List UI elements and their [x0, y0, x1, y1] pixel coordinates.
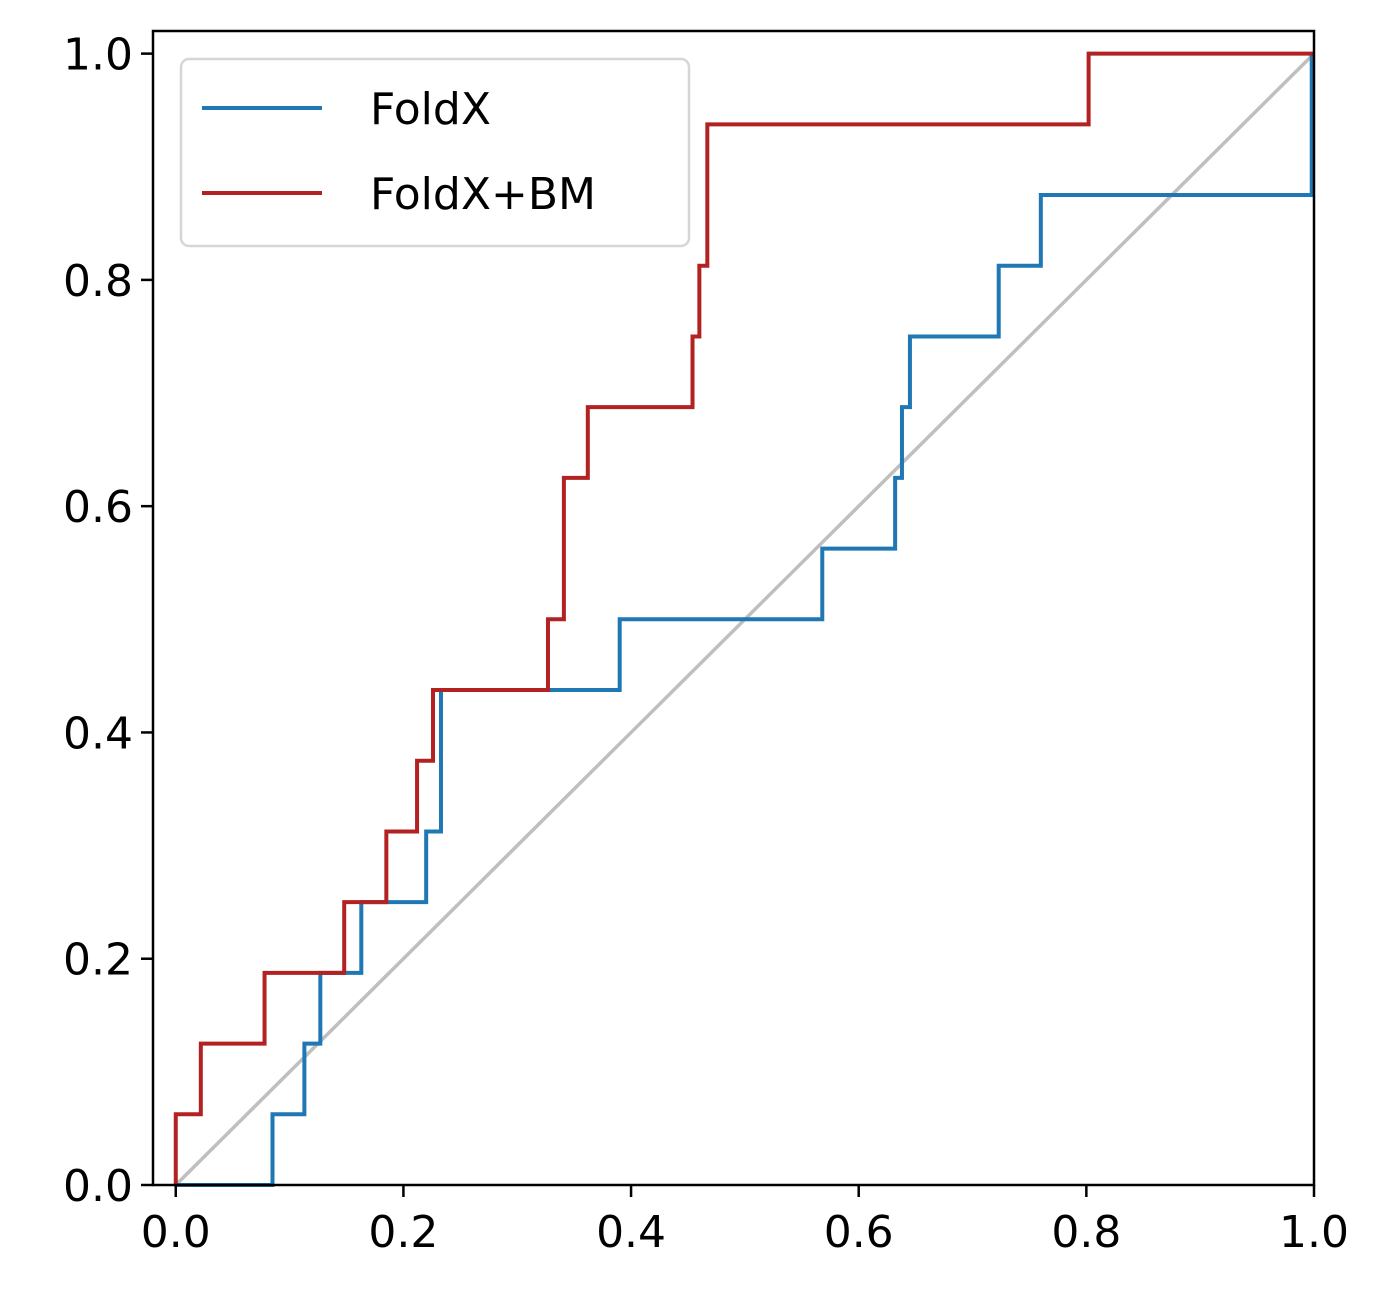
x-tick-label: 0.8 — [1051, 1207, 1121, 1258]
y-tick-label: 0.4 — [63, 708, 133, 759]
y-tick-label: 0.6 — [63, 482, 133, 533]
series-line-foldx-bm — [173, 51, 1314, 1185]
y-tick-label: 0.8 — [63, 256, 133, 307]
x-tick-label: 0.4 — [596, 1207, 666, 1258]
x-tick-label: 0.6 — [824, 1207, 894, 1258]
plot-area — [173, 51, 1316, 1187]
legend-label: FoldX — [370, 84, 491, 135]
series-line-foldx — [175, 53, 1314, 1187]
x-tick-label: 1.0 — [1279, 1207, 1349, 1258]
x-tick-label: 0.0 — [141, 1207, 211, 1258]
axes-frame — [151, 29, 1316, 1187]
axes: 0.0 0.2 0.4 0.6 0.8 1.0 0.0 0.2 0.4 0.6 0.8 1.0 — [63, 30, 1349, 1258]
y-tick-label: 0.2 — [63, 935, 133, 986]
legend-label: FoldX+BM — [370, 169, 596, 220]
legend: FoldX FoldX+BM — [179, 57, 691, 248]
legend-box — [179, 57, 691, 248]
y-tick-label: 1.0 — [63, 30, 133, 81]
x-tick-label: 0.2 — [368, 1207, 438, 1258]
y-tick-label: 0.0 — [63, 1161, 133, 1212]
